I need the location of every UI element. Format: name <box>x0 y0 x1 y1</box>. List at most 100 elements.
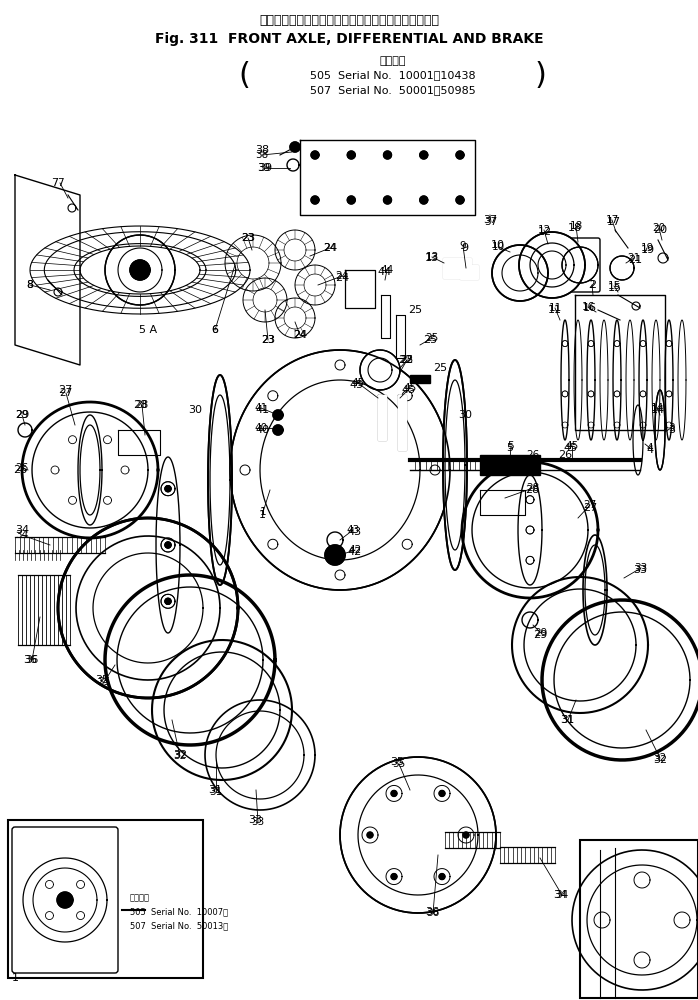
Text: ): ) <box>535 62 547 91</box>
Polygon shape <box>575 295 665 430</box>
Text: 43: 43 <box>346 525 359 535</box>
Text: 31: 31 <box>561 715 574 725</box>
Polygon shape <box>347 196 355 204</box>
Text: 28: 28 <box>133 400 147 410</box>
Polygon shape <box>118 430 160 455</box>
Text: 34: 34 <box>556 890 569 900</box>
Bar <box>460 265 478 279</box>
Text: 29: 29 <box>535 628 548 638</box>
Text: 12: 12 <box>538 227 552 237</box>
Text: 9: 9 <box>460 241 466 251</box>
Text: 25: 25 <box>423 335 437 345</box>
Polygon shape <box>652 320 660 440</box>
Text: 27: 27 <box>584 500 597 510</box>
Text: 45: 45 <box>565 441 579 451</box>
Text: 31: 31 <box>208 785 222 795</box>
Polygon shape <box>230 350 450 590</box>
Text: 44: 44 <box>380 265 394 275</box>
Text: 34: 34 <box>553 890 567 900</box>
Polygon shape <box>340 757 496 913</box>
Text: 37: 37 <box>483 215 497 225</box>
Polygon shape <box>58 518 238 698</box>
Text: 適用号機: 適用号機 <box>379 56 406 66</box>
Text: 28: 28 <box>525 485 539 495</box>
Text: 37: 37 <box>484 217 498 227</box>
Polygon shape <box>273 410 283 420</box>
Text: 16: 16 <box>581 302 595 312</box>
Text: 18: 18 <box>568 223 582 233</box>
Polygon shape <box>311 151 319 159</box>
Text: 33: 33 <box>251 817 265 827</box>
Polygon shape <box>208 375 232 585</box>
Text: 41: 41 <box>255 405 269 415</box>
Text: 25: 25 <box>433 363 447 373</box>
Text: 45: 45 <box>403 383 417 393</box>
Text: 16: 16 <box>583 303 597 313</box>
Polygon shape <box>383 196 392 204</box>
Polygon shape <box>398 395 406 450</box>
Text: 25: 25 <box>408 305 422 315</box>
Polygon shape <box>613 320 621 440</box>
Text: 38: 38 <box>255 145 269 155</box>
Text: 22: 22 <box>401 355 414 365</box>
Text: 14: 14 <box>651 403 664 413</box>
Text: 44: 44 <box>378 267 392 277</box>
Text: 28: 28 <box>135 400 149 410</box>
Text: 26: 26 <box>13 465 27 475</box>
Polygon shape <box>311 196 319 204</box>
Polygon shape <box>391 874 397 880</box>
Text: 1: 1 <box>11 973 19 983</box>
FancyBboxPatch shape <box>580 840 698 998</box>
Text: 507  Serial No.  50013～: 507 Serial No. 50013～ <box>130 922 228 930</box>
Text: 19: 19 <box>640 243 653 253</box>
Polygon shape <box>456 151 464 159</box>
Polygon shape <box>325 545 345 565</box>
Text: 42: 42 <box>348 547 362 557</box>
Text: 23: 23 <box>261 335 275 345</box>
Bar <box>460 265 478 279</box>
Text: 5: 5 <box>507 443 514 453</box>
Polygon shape <box>519 232 585 298</box>
Text: フロントアクスル、デファレンシャルおよびブレーキ: フロントアクスル、デファレンシャルおよびブレーキ <box>259 14 439 27</box>
Bar <box>443 258 471 278</box>
Polygon shape <box>678 320 686 440</box>
Polygon shape <box>165 542 171 548</box>
Text: 17: 17 <box>607 217 621 227</box>
Polygon shape <box>610 256 634 280</box>
Polygon shape <box>290 142 300 152</box>
Text: 507  Serial No.  50001～50985: 507 Serial No. 50001～50985 <box>310 85 475 95</box>
Text: 10: 10 <box>491 240 505 250</box>
Polygon shape <box>562 247 598 283</box>
Text: 18: 18 <box>570 221 583 231</box>
Text: 25: 25 <box>401 355 414 365</box>
Polygon shape <box>419 196 428 204</box>
Text: 29: 29 <box>533 630 547 640</box>
Text: 33: 33 <box>633 565 647 575</box>
Text: 505  Serial No.  10007～: 505 Serial No. 10007～ <box>130 908 228 916</box>
Text: 2: 2 <box>588 280 595 290</box>
Text: 505  Serial No.  10001～10438: 505 Serial No. 10001～10438 <box>310 70 475 80</box>
Text: 17: 17 <box>605 215 618 225</box>
Text: 3: 3 <box>668 423 674 433</box>
Text: 6: 6 <box>211 325 218 335</box>
Polygon shape <box>57 892 73 908</box>
Text: 8: 8 <box>27 280 34 290</box>
Polygon shape <box>443 360 467 570</box>
Text: 24: 24 <box>293 330 306 340</box>
Text: 39: 39 <box>258 163 271 173</box>
FancyBboxPatch shape <box>12 827 118 973</box>
Text: 適用号機: 適用号機 <box>130 894 150 902</box>
Text: 1: 1 <box>258 510 265 520</box>
Polygon shape <box>300 140 475 215</box>
Text: 6: 6 <box>211 325 218 335</box>
Polygon shape <box>480 490 525 515</box>
Polygon shape <box>78 415 102 525</box>
Text: 5: 5 <box>507 441 514 451</box>
Text: 22: 22 <box>398 355 412 365</box>
Polygon shape <box>105 235 175 305</box>
Text: 15: 15 <box>608 283 622 293</box>
FancyBboxPatch shape <box>561 238 600 292</box>
Text: 34: 34 <box>15 530 29 540</box>
Polygon shape <box>456 196 464 204</box>
Text: 15: 15 <box>607 281 621 291</box>
